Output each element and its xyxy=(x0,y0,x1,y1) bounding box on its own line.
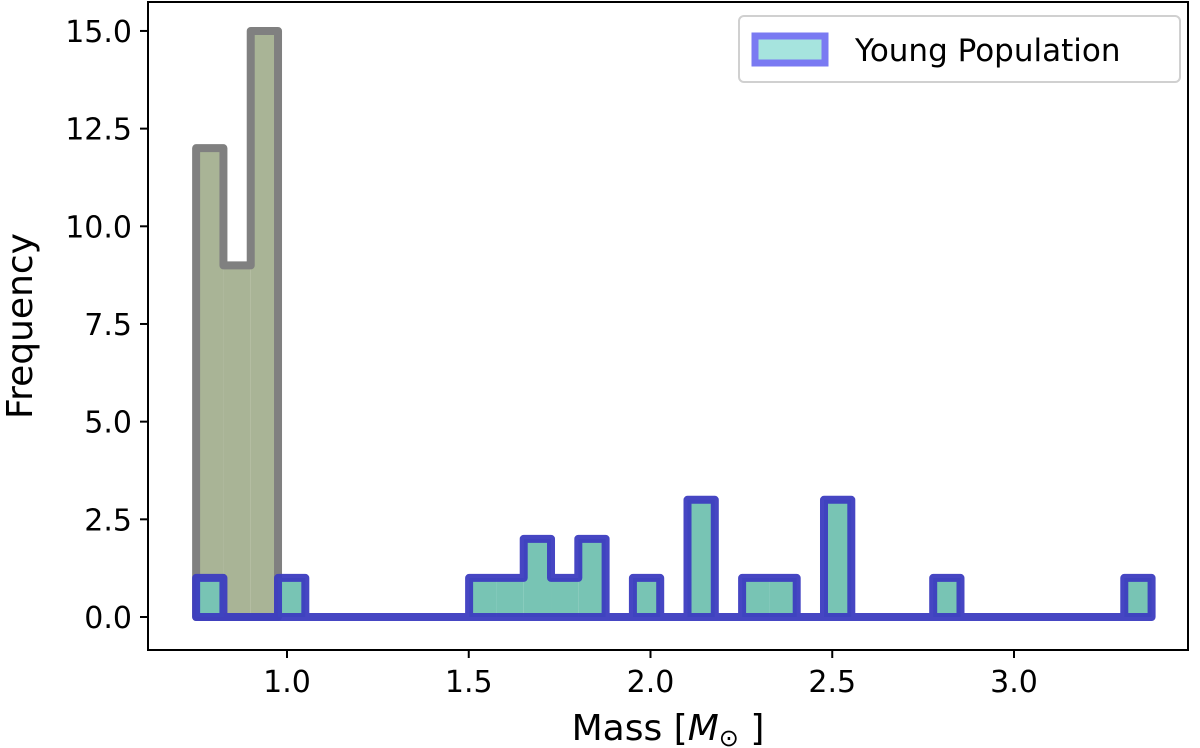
y-tick-label: 12.5 xyxy=(65,113,132,148)
x-tick-label: 2.5 xyxy=(808,665,856,700)
bar-series-0 xyxy=(250,30,279,617)
x-axis-label: Mass [M⊙ ] xyxy=(572,708,765,748)
bar-young-population xyxy=(742,577,770,617)
bar-young-population xyxy=(578,538,606,617)
bar-young-population xyxy=(523,538,552,617)
y-tick-label: 10.0 xyxy=(65,210,132,245)
y-tick-label: 2.5 xyxy=(84,503,132,538)
bar-young-population xyxy=(496,577,524,617)
x-tick-label: 1.0 xyxy=(263,665,311,700)
bar-young-population xyxy=(933,577,961,617)
legend-swatch-young-population xyxy=(751,32,829,67)
bar-young-population xyxy=(687,499,715,617)
bar-young-population xyxy=(632,577,661,617)
y-tick-label: 5.0 xyxy=(84,406,132,441)
legend-label-young-population: Young Population xyxy=(854,33,1120,69)
x-tick-label: 2.0 xyxy=(627,665,675,700)
y-axis: 0.0 2.5 5.0 7.5 10.0 12.5 15.0 xyxy=(65,15,148,636)
legend-box xyxy=(738,15,1181,83)
bar-young-population xyxy=(469,577,497,617)
y-tick-label: 15.0 xyxy=(65,15,132,50)
plot-frame xyxy=(147,1,1189,651)
y-tick-label: 7.5 xyxy=(84,308,132,343)
x-tick-label: 3.0 xyxy=(990,665,1038,700)
x-axis: 1.0 1.5 2.0 2.5 3.0 xyxy=(263,650,1038,700)
bar-series-0 xyxy=(223,265,251,617)
outline-series-0 xyxy=(192,26,283,621)
bar-young-population xyxy=(551,577,579,617)
bar-young-population xyxy=(1124,577,1152,617)
legend: Young Population xyxy=(738,15,1181,83)
bar-young-population xyxy=(196,577,224,617)
x-tick-label: 1.5 xyxy=(445,665,493,700)
bar-young-population xyxy=(769,577,797,617)
y-axis-label: Frequency xyxy=(0,233,41,419)
bar-young-population xyxy=(823,499,852,617)
bar-young-population xyxy=(278,577,306,617)
outline-young-population xyxy=(192,495,1156,621)
bar-series-0 xyxy=(196,148,224,617)
histogram-bars xyxy=(192,26,1156,621)
y-tick-label: 0.0 xyxy=(84,601,132,636)
